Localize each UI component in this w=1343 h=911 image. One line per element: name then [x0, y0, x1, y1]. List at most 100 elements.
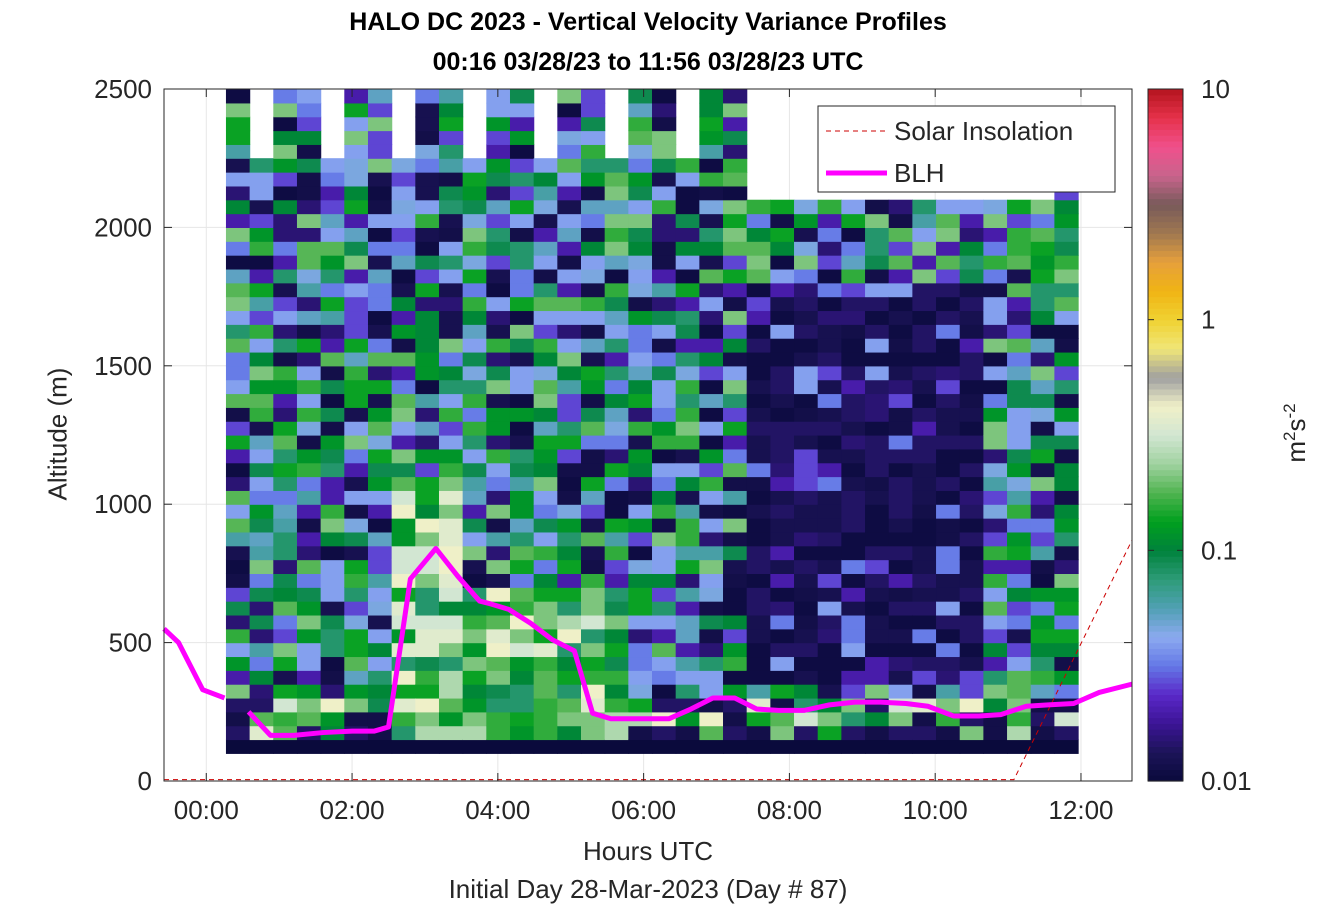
- heatmap-cell: [1054, 213, 1079, 228]
- heatmap-cell: [557, 227, 582, 242]
- heatmap-cell: [486, 227, 511, 242]
- x-axis-sublabel: Initial Day 28-Mar-2023 (Day # 87): [448, 874, 848, 904]
- heatmap-cell: [723, 573, 748, 588]
- heatmap-cell: [628, 559, 653, 574]
- blh-line: [246, 545, 1133, 738]
- heatmap-cell: [699, 421, 724, 436]
- heatmap-cell: [959, 268, 984, 284]
- heatmap-cell: [936, 255, 961, 270]
- heatmap-cell: [1030, 199, 1055, 215]
- heatmap-cell: [628, 268, 653, 284]
- colorbar-step: [1148, 561, 1183, 569]
- heatmap-cell: [1054, 490, 1079, 505]
- heatmap-cell: [533, 296, 558, 312]
- heatmap-cell: [723, 324, 748, 339]
- heatmap-cell: [888, 684, 913, 699]
- heatmap-cell: [391, 185, 416, 201]
- heatmap-cell: [438, 89, 464, 104]
- heatmap-cell: [652, 89, 677, 104]
- heatmap-cell: [249, 421, 274, 436]
- heatmap-cell: [888, 559, 913, 574]
- heatmap-cell: [936, 559, 961, 574]
- heatmap-cell: [509, 435, 535, 450]
- heatmap-cell: [628, 282, 653, 298]
- heatmap-cell: [1054, 268, 1079, 284]
- colorbar-step: [1148, 89, 1183, 96]
- heatmap-cell: [936, 656, 961, 671]
- heatmap-cell: [699, 628, 724, 644]
- heatmap-cell: [367, 296, 393, 312]
- heatmap-cell: [438, 490, 464, 505]
- heatmap-cell: [296, 614, 322, 630]
- heatmap-cell: [746, 324, 771, 339]
- heatmap-cell: [296, 89, 322, 104]
- heatmap-cell: [438, 393, 464, 408]
- heatmap-cell: [296, 601, 322, 616]
- heatmap-cell: [746, 684, 771, 699]
- heatmap-cell: [391, 518, 416, 533]
- heatmap-cell: [794, 559, 819, 574]
- heatmap-cell: [628, 296, 653, 312]
- heatmap-cell: [249, 407, 274, 422]
- heatmap-cell: [249, 324, 274, 339]
- heatmap-cell: [344, 89, 369, 104]
- heatmap-cell: [367, 379, 393, 395]
- heatmap-cell: [415, 158, 440, 173]
- heatmap-cells: [225, 89, 1079, 754]
- heatmap-cell: [888, 628, 913, 644]
- heatmap-cell: [225, 476, 251, 491]
- heatmap-cell: [959, 684, 984, 699]
- heatmap-cell: [699, 739, 724, 754]
- heatmap-cell: [415, 601, 440, 616]
- heatmap-cell: [936, 379, 961, 395]
- heatmap-cell: [273, 421, 298, 436]
- heatmap-cell: [509, 351, 535, 367]
- heatmap-cell: [557, 338, 582, 353]
- heatmap-cell: [415, 504, 440, 519]
- heatmap-cell: [983, 310, 1008, 325]
- heatmap-cell: [296, 462, 322, 478]
- colorbar-step: [1148, 175, 1183, 182]
- heatmap-cell: [912, 476, 937, 491]
- heatmap-cell: [344, 739, 369, 754]
- heatmap-cell: [628, 573, 653, 588]
- heatmap-cell: [699, 545, 724, 561]
- heatmap-cell: [367, 697, 393, 713]
- heatmap-cell: [604, 435, 629, 450]
- heatmap-cell: [249, 351, 274, 367]
- heatmap-cell: [723, 421, 748, 436]
- heatmap-cell: [699, 310, 724, 325]
- heatmap-cell: [557, 199, 582, 215]
- heatmap-cell: [841, 573, 866, 588]
- heatmap-cell: [675, 241, 700, 256]
- heatmap-cell: [770, 476, 795, 491]
- heatmap-cell: [652, 697, 677, 713]
- colorbar-step: [1148, 158, 1183, 165]
- y-axis-label: Altitude (m): [42, 367, 73, 501]
- heatmap-cell: [936, 296, 961, 312]
- heatmap-cell: [959, 379, 984, 395]
- heatmap-cell: [959, 241, 984, 256]
- heatmap-cell: [344, 642, 369, 658]
- heatmap-cell: [273, 559, 298, 574]
- heatmap-cell: [296, 656, 322, 671]
- heatmap-cell: [723, 656, 748, 671]
- plot-frame: [163, 88, 1133, 782]
- heatmap-cell: [557, 518, 582, 533]
- heatmap-cell: [273, 227, 298, 242]
- heatmap-cell: [675, 573, 700, 588]
- heatmap-cell: [604, 393, 629, 408]
- heatmap-cell: [983, 365, 1008, 381]
- colorbar-step: [1148, 388, 1183, 396]
- colorbar-step: [1148, 285, 1183, 292]
- heatmap-cell: [273, 324, 298, 339]
- heatmap-cell: [817, 255, 842, 270]
- heatmap-cell: [1030, 642, 1055, 658]
- heatmap-cell: [699, 158, 724, 173]
- heatmap-cell: [249, 282, 274, 298]
- heatmap-cell: [367, 365, 393, 381]
- heatmap-cell: [746, 296, 771, 312]
- heatmap-cell: [438, 697, 464, 713]
- heatmap-cell: [841, 518, 866, 533]
- heatmap-cell: [888, 711, 913, 727]
